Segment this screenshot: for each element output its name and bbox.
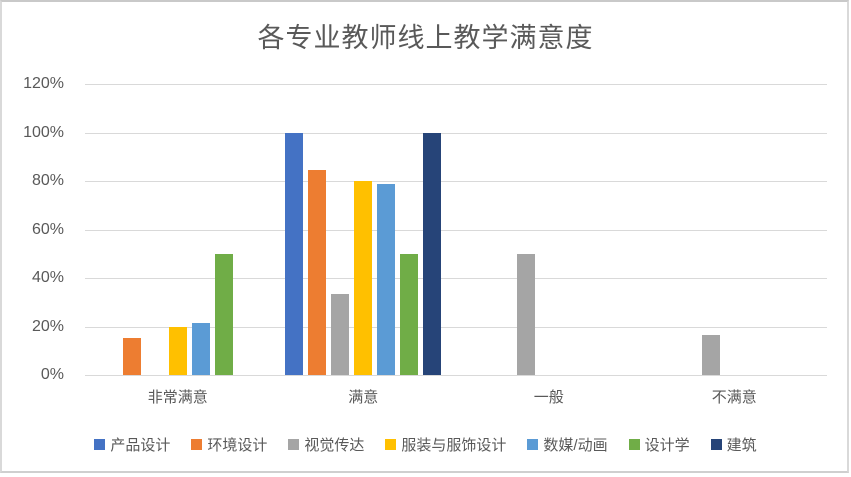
bar	[308, 169, 327, 375]
legend-label: 设计学	[644, 437, 690, 454]
bar	[331, 294, 350, 375]
gridline	[85, 326, 827, 328]
legend-swatch-icon	[191, 439, 203, 450]
legend-item: 服装与服饰设计	[385, 434, 506, 455]
bar	[354, 181, 373, 375]
bar	[702, 334, 721, 375]
y-axis-tick-label: 0%	[40, 366, 64, 383]
legend-label: 环境设计	[207, 437, 268, 454]
bar-group	[85, 84, 271, 375]
legend-item: 产品设计	[94, 434, 170, 455]
x-axis-category-label: 不满意	[711, 389, 757, 406]
gridline	[85, 229, 827, 231]
y-axis: 0% 20% 40% 60% 80% 100% 120%	[6, 75, 64, 383]
y-axis-tick-label: 40%	[31, 269, 64, 286]
bar	[285, 132, 304, 375]
y-axis-tick-label: 20%	[31, 317, 64, 335]
legend-swatch-icon	[527, 439, 539, 450]
legend-item: 视觉传达	[288, 434, 364, 455]
bar	[191, 323, 210, 375]
legend-item: 设计学	[628, 434, 690, 455]
bar-group	[271, 84, 457, 375]
legend-item: 数媒/动画	[527, 434, 608, 455]
bar	[423, 132, 442, 375]
x-axis-category-label: 一般	[533, 389, 564, 406]
legend: 产品设计 环境设计 视觉传达 服装与服饰设计 数媒/动画 设计学 建筑	[0, 434, 851, 455]
legend-swatch-icon	[628, 439, 640, 450]
legend-swatch-icon	[710, 439, 722, 450]
x-axis-category-label: 非常满意	[147, 389, 208, 406]
plot-area	[85, 84, 828, 376]
y-axis-tick-label: 120%	[23, 75, 64, 92]
x-axis-category-label: 满意	[348, 389, 379, 406]
bar	[168, 326, 187, 375]
legend-label: 数媒/动画	[543, 437, 608, 454]
bar-group	[456, 84, 642, 375]
legend-label: 产品设计	[110, 437, 171, 454]
legend-label: 服装与服饰设计	[401, 437, 507, 454]
gridline	[85, 375, 827, 376]
legend-label: 建筑	[726, 437, 757, 454]
bar	[214, 253, 233, 375]
gridline	[85, 84, 827, 85]
chart-title: 各专业教师线上教学满意度	[257, 23, 594, 53]
legend-swatch-icon	[94, 439, 106, 450]
bar-group	[642, 84, 828, 375]
legend-item: 建筑	[710, 434, 757, 455]
gridline	[85, 278, 827, 279]
legend-swatch-icon	[385, 439, 397, 450]
y-axis-tick-label: 80%	[31, 172, 64, 189]
bar	[400, 253, 419, 375]
bar	[122, 337, 141, 375]
y-axis-tick-label: 100%	[23, 123, 64, 141]
bar	[516, 253, 535, 375]
gridline	[85, 181, 827, 182]
gridline	[85, 132, 827, 134]
legend-swatch-icon	[288, 439, 300, 450]
x-axis: 非常满意 满意 一般 不满意	[85, 386, 827, 408]
bar	[377, 184, 396, 375]
y-axis-tick-label: 60%	[31, 220, 64, 238]
legend-label: 视觉传达	[304, 437, 365, 454]
legend-item: 环境设计	[191, 434, 267, 455]
